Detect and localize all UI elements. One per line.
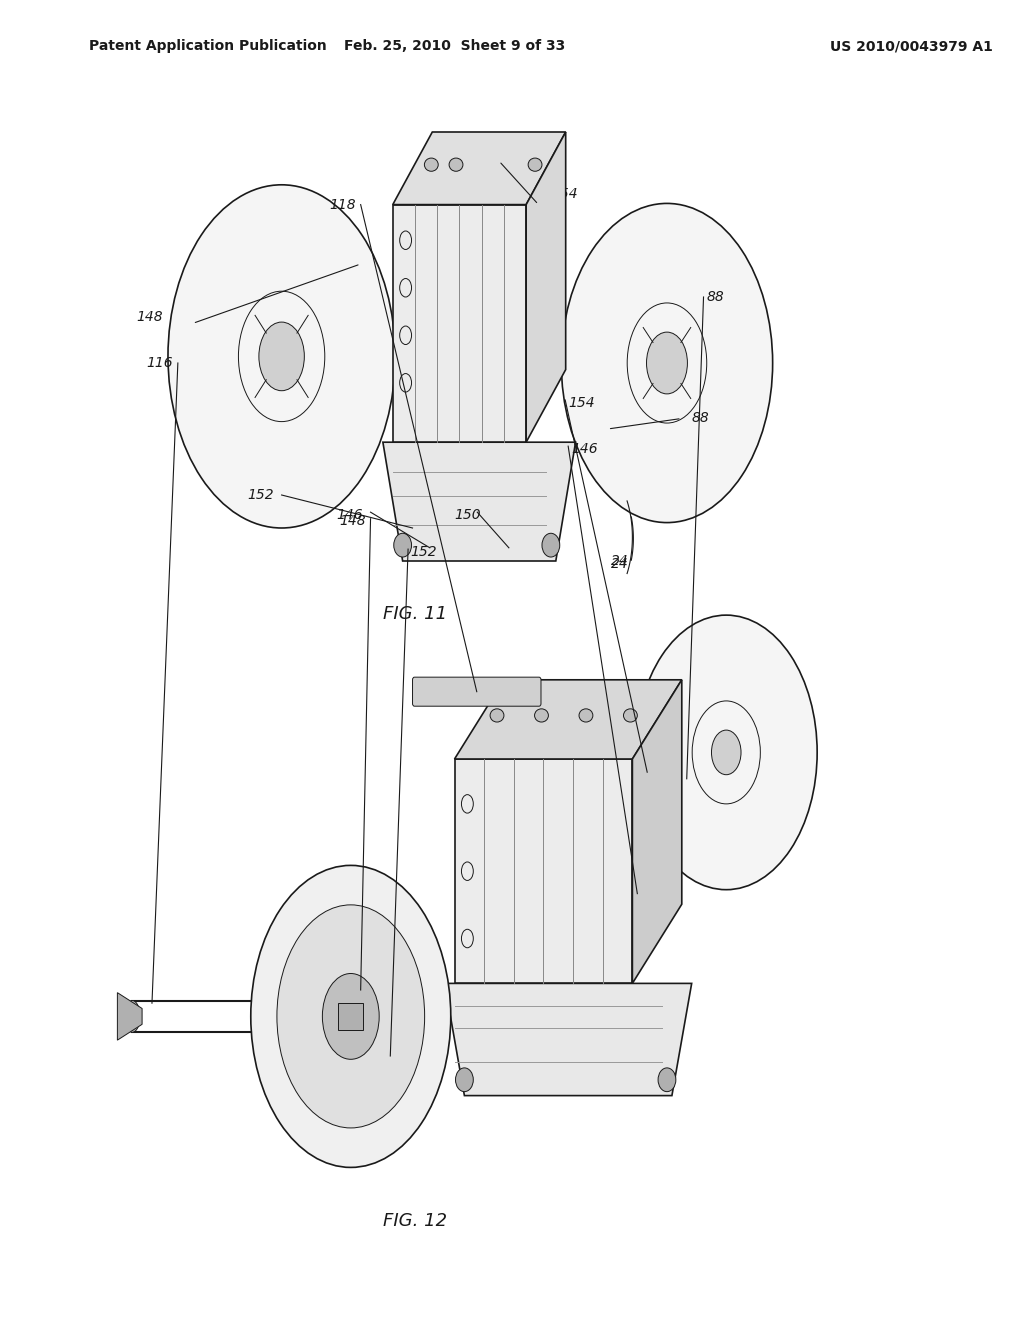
Polygon shape	[444, 983, 691, 1096]
Ellipse shape	[124, 1001, 140, 1032]
Ellipse shape	[528, 158, 542, 172]
Ellipse shape	[646, 333, 687, 393]
Text: 150: 150	[455, 508, 481, 521]
Text: FIG. 12: FIG. 12	[383, 1212, 447, 1230]
Text: 154: 154	[551, 186, 578, 201]
Text: Feb. 25, 2010  Sheet 9 of 33: Feb. 25, 2010 Sheet 9 of 33	[344, 40, 565, 53]
Ellipse shape	[535, 709, 549, 722]
Polygon shape	[118, 993, 142, 1040]
Ellipse shape	[561, 203, 773, 523]
Ellipse shape	[635, 615, 817, 890]
Text: 148: 148	[136, 310, 163, 323]
Ellipse shape	[450, 158, 463, 172]
Ellipse shape	[542, 533, 560, 557]
Ellipse shape	[712, 730, 741, 775]
Polygon shape	[455, 759, 633, 983]
Ellipse shape	[490, 709, 504, 722]
Polygon shape	[526, 132, 565, 442]
Polygon shape	[393, 132, 565, 205]
Text: Patent Application Publication: Patent Application Publication	[89, 40, 327, 53]
Ellipse shape	[251, 866, 451, 1167]
Ellipse shape	[624, 709, 637, 722]
Text: FIG. 11: FIG. 11	[383, 605, 447, 623]
Ellipse shape	[658, 1068, 676, 1092]
Text: 24: 24	[610, 554, 629, 568]
Text: 88: 88	[707, 290, 724, 304]
Text: 116: 116	[146, 356, 173, 370]
Text: 146: 146	[336, 508, 362, 521]
Text: 24: 24	[610, 557, 629, 570]
Ellipse shape	[168, 185, 395, 528]
Polygon shape	[455, 680, 682, 759]
Text: 88: 88	[691, 412, 710, 425]
Ellipse shape	[579, 709, 593, 722]
Ellipse shape	[323, 974, 379, 1059]
Text: 118: 118	[329, 198, 355, 211]
Text: US 2010/0043979 A1: US 2010/0043979 A1	[830, 40, 993, 53]
FancyBboxPatch shape	[413, 677, 541, 706]
Ellipse shape	[394, 533, 412, 557]
Text: 148: 148	[339, 515, 366, 528]
Polygon shape	[383, 442, 575, 561]
Text: 146: 146	[571, 442, 598, 455]
Polygon shape	[393, 205, 526, 442]
Ellipse shape	[276, 906, 425, 1127]
Text: 152: 152	[247, 488, 273, 502]
Polygon shape	[338, 1003, 364, 1030]
Text: 154: 154	[568, 396, 595, 409]
Ellipse shape	[456, 1068, 473, 1092]
Text: 152: 152	[410, 545, 436, 558]
Ellipse shape	[424, 158, 438, 172]
Ellipse shape	[259, 322, 304, 391]
Polygon shape	[633, 680, 682, 983]
